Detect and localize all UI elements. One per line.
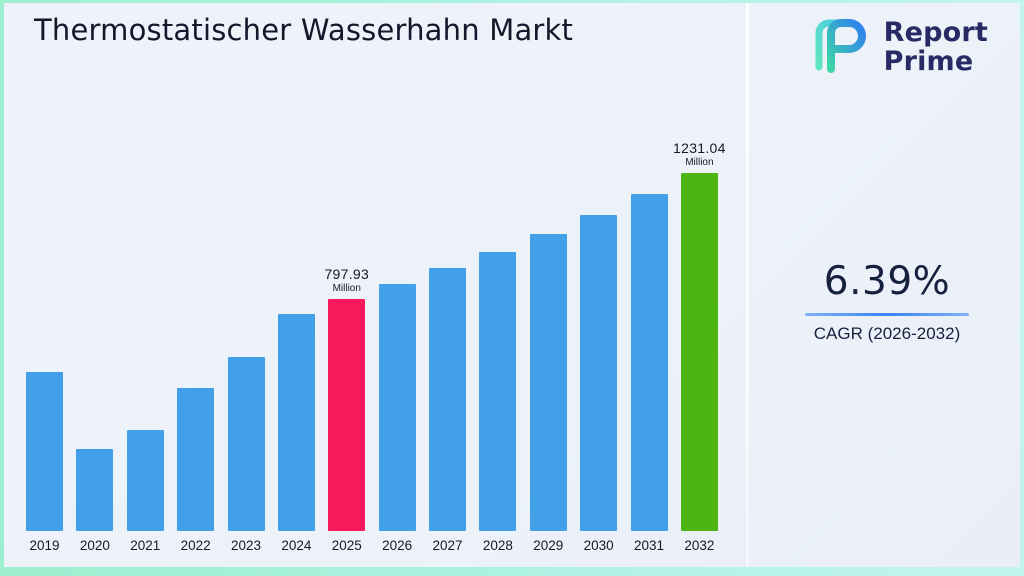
bar-group-2023: 2023	[227, 357, 265, 553]
bar-group-2032: 1231.04 Million 2032	[673, 140, 725, 553]
vertical-divider	[746, 3, 749, 567]
x-tick-label-2028: 2028	[482, 538, 513, 553]
x-tick-label-2023: 2023	[230, 538, 262, 553]
bar-group-2027: 2027	[429, 268, 466, 553]
bar-group-2020: 2020	[76, 449, 114, 553]
x-tick-label-2029: 2029	[533, 538, 564, 553]
annotation-unit: Million	[332, 283, 361, 294]
bar-2019	[26, 372, 63, 531]
bar-2020	[76, 449, 114, 531]
logo-word-report: Report	[883, 16, 988, 48]
x-tick-label-2024: 2024	[281, 538, 312, 553]
x-tick-label-2022: 2022	[180, 538, 211, 553]
bar-group-2031: 2031	[630, 194, 668, 553]
x-tick-label-2030: 2030	[583, 538, 614, 553]
bar-group-2025: 797.93 Million 2025	[324, 266, 369, 553]
bar-2025: 797.93 Million	[324, 266, 369, 531]
bar-2021	[126, 430, 164, 531]
x-tick-label-2026: 2026	[382, 538, 413, 553]
bar-2028	[479, 252, 517, 531]
cagr-block: 6.39% CAGR (2026-2032)	[762, 259, 1012, 344]
x-tick-label-2020: 2020	[79, 538, 110, 553]
bar-group-2030: 2030	[580, 215, 618, 553]
bar-group-2022: 2022	[177, 388, 215, 553]
report-prime-logo: Report Prime	[804, 13, 988, 80]
bar-group-2029: 2029	[529, 234, 567, 553]
bar-2022	[177, 388, 215, 531]
cagr-underline	[805, 313, 969, 316]
bar-2024	[277, 314, 315, 531]
bar-group-2024: 2024	[277, 314, 315, 553]
bar-2031	[630, 194, 668, 531]
bar-annotation-2032: 1231.04 Million	[673, 140, 726, 168]
bar-group-2019: 2019	[26, 372, 63, 553]
bar-2029	[529, 234, 567, 531]
annotation-value: 1231.04	[673, 140, 726, 156]
cagr-value: 6.39%	[823, 259, 951, 304]
bar-group-2028: 2028	[479, 252, 517, 553]
x-tick-label-2032: 2032	[684, 538, 715, 553]
report-prime-logo-text: Report Prime	[884, 18, 988, 76]
page-title: Thermostatischer Wasserhahn Markt	[34, 13, 574, 47]
annotation-unit: Million	[685, 157, 714, 168]
x-tick-label-2031: 2031	[633, 538, 665, 553]
report-prime-logo-icon	[804, 13, 876, 80]
bar-2027	[429, 268, 466, 531]
bar-2023	[227, 357, 265, 531]
annotation-value: 797.93	[324, 266, 370, 282]
bar-2030	[580, 215, 618, 531]
bar-annotation-2025: 797.93 Million	[324, 266, 369, 294]
bar-2032: 1231.04 Million	[673, 140, 725, 531]
logo-word-prime: Prime	[883, 45, 974, 77]
x-tick-label-2027: 2027	[432, 538, 463, 553]
x-tick-label-2021: 2021	[130, 538, 161, 553]
x-tick-label-2019: 2019	[29, 538, 60, 553]
infographic-page: Thermostatischer Wasserhahn Markt	[4, 3, 1020, 567]
bar-2026	[378, 284, 416, 531]
bar-chart: 2019 2020 2021 2022 2023 2024 797.93 Million 202…	[26, 140, 725, 553]
bar-group-2026: 2026	[378, 284, 416, 553]
cagr-label: CAGR (2026-2032)	[813, 324, 961, 343]
bar-group-2021: 2021	[126, 430, 164, 553]
bar-chart-plot-area: 2019 2020 2021 2022 2023 2024 797.93 Million 202…	[26, 140, 725, 553]
x-tick-label-2025: 2025	[331, 538, 362, 553]
